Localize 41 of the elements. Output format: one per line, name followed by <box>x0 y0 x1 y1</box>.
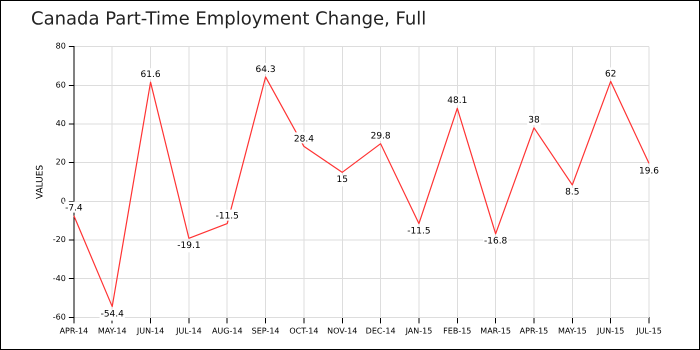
x-tick-label: SEP-14 <box>252 326 280 336</box>
data-label: 8.5 <box>565 188 580 198</box>
chart-title: Canada Part-Time Employment Change, Full <box>31 8 426 30</box>
x-tick-label: MAY-15 <box>558 326 587 336</box>
x-tick-label: APR-14 <box>60 326 88 336</box>
y-tick-label: -40 <box>52 274 66 283</box>
data-label: 19.6 <box>638 166 660 176</box>
data-label: 61.6 <box>140 70 161 80</box>
y-tick-label: 20 <box>56 158 66 167</box>
x-tick-label: JUL-14 <box>175 326 202 336</box>
y-tick-label: -20 <box>52 235 66 244</box>
data-label: 38 <box>528 116 540 126</box>
data-label: -11.5 <box>216 211 239 222</box>
data-label: 62 <box>604 69 616 80</box>
data-label: -19.1 <box>177 241 201 252</box>
data-label: 15 <box>336 175 348 186</box>
data-label: 29.8 <box>370 132 391 142</box>
x-tick-label: MAY-14 <box>98 326 127 336</box>
data-label: 28.4 <box>294 134 314 144</box>
y-tick-label: 40 <box>56 119 66 128</box>
x-tick-label: JUL-15 <box>635 326 662 336</box>
data-label: 48.1 <box>447 96 468 106</box>
x-tick-label: DEC-14 <box>366 326 396 336</box>
x-tick-label: JUN-14 <box>136 326 164 336</box>
data-label: 64.3 <box>256 64 276 75</box>
x-tick-label: NOV-14 <box>327 326 358 336</box>
y-tick-label: 80 <box>56 42 66 51</box>
x-tick-label: MAR-15 <box>480 326 511 336</box>
data-label: -11.5 <box>407 226 431 236</box>
data-label: -7.4 <box>65 204 83 214</box>
y-tick-label: 60 <box>56 80 66 90</box>
x-tick-label: JUN-15 <box>596 326 624 336</box>
x-tick-label: APR-15 <box>520 326 548 336</box>
data-label: -16.8 <box>484 236 508 247</box>
x-tick-label: FEB-15 <box>443 326 472 336</box>
x-tick-label: AUG-14 <box>212 326 243 336</box>
x-tick-label: OCT-14 <box>289 326 318 336</box>
y-tick-label: -60 <box>52 312 66 322</box>
x-tick-label: JAN-15 <box>404 326 432 336</box>
y-axis-title: VALUES <box>36 164 46 200</box>
data-label: -54.4 <box>100 309 124 320</box>
